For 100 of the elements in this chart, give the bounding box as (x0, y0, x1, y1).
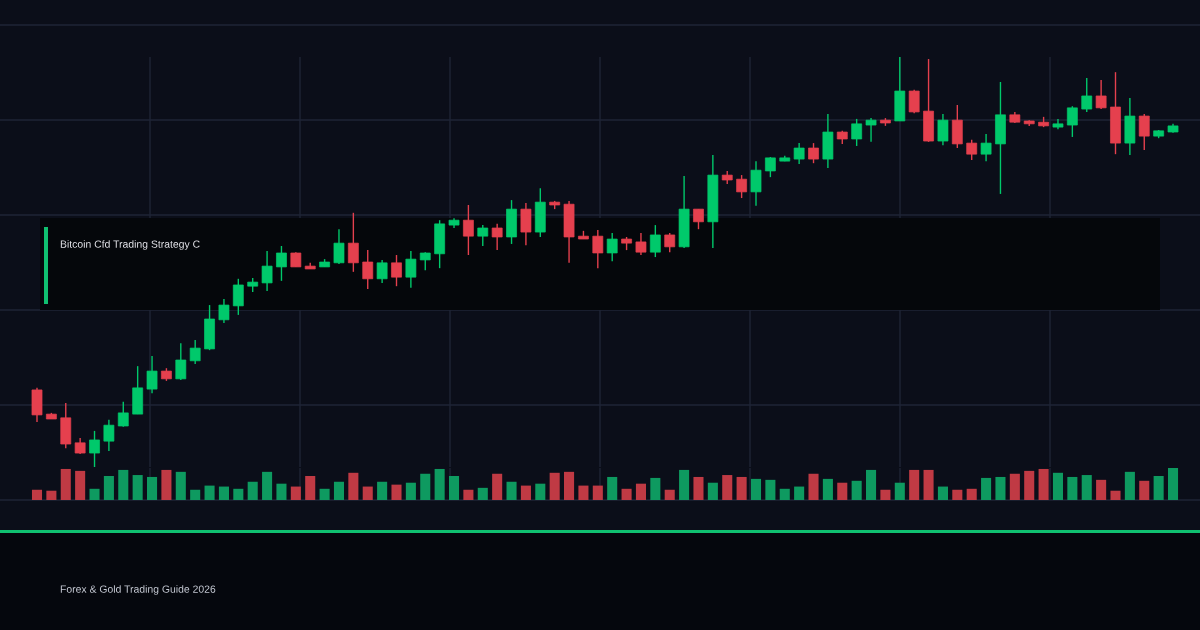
bar (880, 489, 891, 500)
candlestick (951, 104, 963, 149)
bar (103, 476, 114, 500)
bar (276, 483, 287, 500)
bar (190, 489, 201, 500)
candlestick (664, 232, 676, 253)
bar (247, 481, 258, 500)
candlestick (117, 401, 129, 428)
bar (923, 469, 934, 500)
candlestick (477, 224, 489, 247)
candlestick (765, 156, 776, 178)
bar (506, 481, 517, 500)
bar (218, 486, 229, 500)
candlestick (391, 254, 402, 287)
bar (1024, 470, 1035, 500)
bar (981, 477, 992, 500)
candlestick (491, 223, 503, 251)
bar (333, 481, 345, 500)
candlestick (362, 249, 374, 290)
bar (75, 470, 86, 500)
bar (851, 480, 862, 500)
bar (377, 481, 388, 500)
candlestick (175, 342, 187, 381)
bar (118, 469, 129, 500)
bar (549, 472, 560, 500)
candlestick (793, 142, 805, 165)
bar (894, 482, 905, 500)
bar (420, 473, 431, 500)
bar (909, 469, 920, 500)
candlestick (419, 251, 431, 271)
bar (204, 485, 215, 500)
bar (46, 490, 57, 500)
bar (592, 485, 603, 500)
bar (779, 488, 790, 500)
bar (995, 476, 1006, 500)
bar (161, 469, 172, 500)
bar (434, 468, 445, 500)
bar (578, 485, 589, 500)
bar (405, 482, 416, 500)
bar (60, 468, 71, 500)
candlestick (1081, 77, 1093, 113)
bar (463, 489, 474, 500)
candlestick (189, 339, 201, 365)
candlestick (218, 298, 230, 324)
bar (290, 486, 301, 500)
bar (765, 479, 776, 500)
candlestick (333, 228, 345, 265)
candlestick (146, 355, 158, 394)
bar (837, 482, 848, 500)
bar (664, 489, 675, 500)
bar (937, 486, 948, 500)
bar (635, 483, 646, 500)
bar (822, 478, 833, 500)
candlestick (232, 278, 244, 316)
bar (607, 476, 618, 500)
bar (707, 482, 718, 500)
bar (1124, 471, 1135, 500)
bar (564, 471, 575, 500)
candlestick (1138, 113, 1150, 151)
candlestick (520, 202, 532, 246)
bar (305, 476, 316, 500)
bar (722, 475, 733, 500)
bar (736, 476, 747, 500)
bar (750, 478, 762, 500)
candlestick (376, 259, 388, 284)
text: Bitcoin Cfd Trading Strategy C (60, 240, 200, 250)
candlestick (808, 142, 819, 164)
bar (1139, 480, 1150, 500)
candlestick (736, 174, 747, 199)
candlestick (89, 430, 100, 467)
candlestick (649, 224, 661, 258)
candlestick (347, 212, 359, 273)
bar (1081, 475, 1092, 500)
candlestick (261, 250, 273, 292)
bar (535, 483, 546, 500)
bar (477, 487, 488, 500)
bar (1009, 473, 1020, 500)
bar (966, 488, 977, 500)
candlestick (1095, 79, 1107, 110)
bar (147, 476, 158, 500)
bar (621, 488, 632, 500)
candlestick (405, 250, 417, 289)
bar (808, 473, 819, 500)
bar (391, 484, 402, 500)
candlestick (937, 113, 949, 146)
bar (1167, 468, 1179, 500)
bar (1067, 476, 1078, 500)
bar (31, 489, 43, 500)
bar (362, 486, 373, 500)
candlestick (750, 160, 762, 207)
bar (262, 471, 273, 500)
bar (693, 476, 704, 500)
bar (866, 469, 877, 500)
bar (679, 469, 690, 500)
bar (1096, 479, 1107, 500)
candlestick (635, 232, 647, 256)
bar (794, 486, 805, 500)
bar (175, 471, 186, 500)
bar (520, 485, 531, 500)
candlestick (851, 118, 863, 147)
